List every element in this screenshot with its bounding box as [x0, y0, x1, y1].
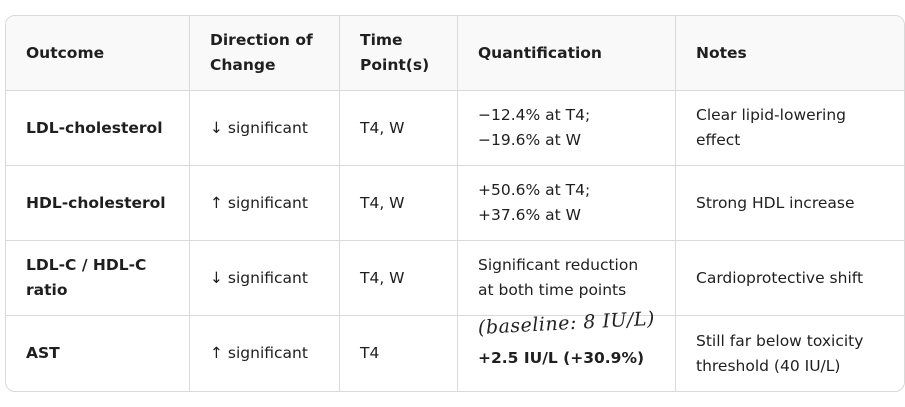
table-cell: T4, W — [340, 91, 458, 166]
header-cell: Quantification — [458, 16, 676, 91]
table-cell: ↓ significant — [190, 91, 340, 166]
table-cell: LDL-C / HDL-C ratio — [6, 241, 190, 316]
table-cell: +50.6% at T4; +37.6% at W — [458, 166, 676, 241]
table-container: Outcome Direction of Change Time Point(s) Q… — [5, 15, 905, 392]
table-cell: Strong HDL increase — [676, 166, 904, 241]
table-cell: T4 — [340, 316, 458, 391]
header-cell: Notes — [676, 16, 904, 91]
table-cell: Significant reduction at both time point… — [458, 241, 676, 316]
table-cell: AST — [6, 316, 190, 391]
table-row: LDL-cholesterol ↓ significant T4, W −12.4% … — [6, 91, 904, 166]
table-cell: −12.4% at T4; −19.6% at W — [458, 91, 676, 166]
table-cell: Clear lipid-lowering effect — [676, 91, 904, 166]
table-cell: HDL-cholesterol — [6, 166, 190, 241]
header-cell: Direction of Change — [190, 16, 340, 91]
table-cell: ↑ significant — [190, 166, 340, 241]
table-row: LDL-C / HDL-C ratio ↓ significant T4, W Sig… — [6, 241, 904, 316]
table-row: HDL-cholesterol ↑ significant T4, W +50.6% … — [6, 166, 904, 241]
table-body: LDL-cholesterol ↓ significant T4, W −12.4% … — [6, 91, 904, 391]
header-row: Outcome Direction of Change Time Point(s) Q… — [6, 16, 904, 91]
table-row: AST ↑ significant T4 (baseline: 8 IU/L) +2.5… — [6, 308, 904, 391]
table-cell: Still far below toxicity threshold (40 I… — [696, 331, 864, 375]
table-cell: ↓ significant — [190, 241, 340, 316]
table-cell: (baseline: 8 IU/L) +2.5 IU/L (+30.9%) — [458, 308, 676, 391]
table-cell: ↑ significant — [190, 316, 340, 391]
cell-text: +2.5 IU/L (+30.9%) — [478, 349, 645, 367]
table-cell: LDL-cholesterol — [6, 91, 190, 166]
table-cell: Cardioprotective shift — [676, 241, 904, 316]
table-cell: T4, W — [340, 166, 458, 241]
header-cell: Time Point(s) — [340, 16, 458, 91]
table-cell: T4, W — [340, 241, 458, 316]
table: Outcome Direction of Change Time Point(s) Q… — [5, 15, 905, 392]
header-cell: Outcome — [6, 16, 190, 91]
